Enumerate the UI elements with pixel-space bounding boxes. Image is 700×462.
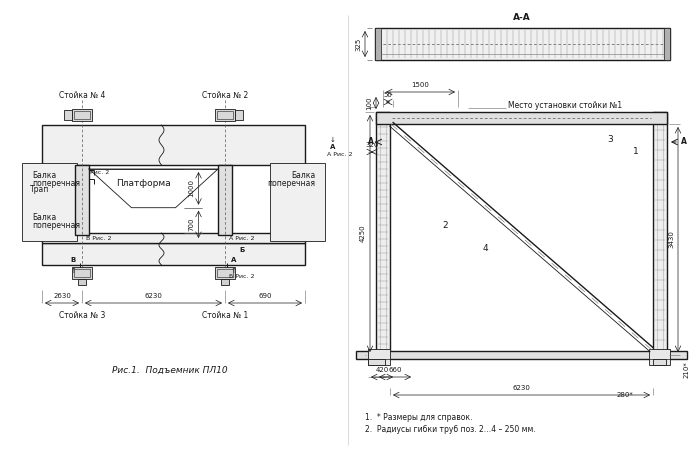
Text: 6230: 6230 (512, 385, 531, 391)
Text: 50: 50 (384, 92, 393, 98)
Text: 700: 700 (188, 218, 195, 231)
Text: 2630: 2630 (53, 293, 71, 299)
Bar (649, 349, 670, 365)
Bar (653, 359, 666, 365)
Text: 1000: 1000 (188, 179, 195, 197)
Text: Рис. 2: Рис. 2 (90, 170, 109, 176)
Text: Стойка № 4: Стойка № 4 (59, 91, 105, 99)
Text: 4: 4 (482, 244, 488, 253)
Text: ↑: ↑ (231, 268, 237, 274)
Bar (64, 110, 72, 120)
Bar (270, 163, 325, 241)
Text: 1: 1 (634, 147, 639, 157)
Bar (368, 349, 390, 365)
Text: ↓: ↓ (330, 137, 336, 143)
Text: поперечная: поперечная (32, 178, 80, 188)
Text: Стойка № 2: Стойка № 2 (202, 91, 248, 99)
Bar (42, 243, 305, 265)
Text: 280*: 280* (616, 392, 633, 398)
Text: 1500: 1500 (412, 82, 429, 88)
Text: Балка: Балка (290, 170, 315, 180)
Text: 2.  Радиусы гибки труб поз. 2…4 – 250 мм.: 2. Радиусы гибки труб поз. 2…4 – 250 мм. (365, 425, 536, 434)
Bar (218, 165, 232, 235)
Text: 2: 2 (442, 221, 448, 230)
Text: А: А (231, 257, 237, 263)
Bar (72, 267, 92, 279)
Bar (664, 28, 670, 60)
Bar (215, 109, 235, 121)
Text: 6230: 6230 (145, 293, 162, 299)
Bar (72, 109, 92, 121)
Text: А: А (681, 138, 687, 146)
Text: поперечная: поперечная (32, 221, 80, 231)
Bar (42, 233, 305, 243)
Text: Место установки стойки №1: Место установки стойки №1 (508, 102, 622, 110)
Text: Стойка № 1: Стойка № 1 (202, 310, 248, 320)
Text: А-А: А-А (513, 13, 531, 23)
Text: 3430: 3430 (668, 231, 674, 249)
Bar (375, 28, 381, 60)
Bar (22, 163, 77, 241)
Bar (221, 279, 229, 285)
Bar (215, 267, 235, 279)
Text: А: А (330, 144, 335, 150)
Text: Балка: Балка (32, 170, 56, 180)
Bar (356, 351, 687, 359)
Text: 100: 100 (366, 96, 372, 110)
Text: 3: 3 (608, 135, 613, 145)
Text: А: А (368, 138, 374, 146)
Text: 1.  * Размеры для справок.: 1. * Размеры для справок. (365, 413, 472, 422)
Text: Б: Б (239, 247, 244, 253)
Bar (217, 111, 233, 119)
Text: 320: 320 (365, 142, 379, 148)
Text: Стойка № 3: Стойка № 3 (59, 310, 105, 320)
Bar (376, 112, 390, 355)
Text: А Рис. 2: А Рис. 2 (327, 152, 353, 158)
Text: 690: 690 (258, 293, 272, 299)
Text: Платформа: Платформа (116, 180, 171, 188)
Bar (376, 112, 667, 124)
Bar (74, 269, 90, 277)
Text: А Рис. 2: А Рис. 2 (229, 237, 255, 242)
Bar (368, 359, 385, 365)
Bar (235, 110, 243, 120)
Text: Трап: Трап (30, 184, 50, 194)
Text: 4250: 4250 (360, 225, 366, 242)
Text: 420: 420 (375, 367, 389, 373)
Text: ↑: ↑ (70, 268, 76, 274)
Text: 660: 660 (389, 367, 402, 373)
Text: Б Рис. 2: Б Рис. 2 (229, 274, 255, 280)
Text: 325: 325 (355, 37, 361, 51)
Bar (375, 28, 670, 60)
Bar (217, 269, 233, 277)
Text: В: В (71, 257, 76, 263)
Bar (42, 125, 305, 165)
Text: В Рис. 2: В Рис. 2 (86, 237, 111, 242)
Text: поперечная: поперечная (267, 178, 315, 188)
Bar (78, 279, 86, 285)
Text: Балка: Балка (32, 213, 56, 223)
Bar (653, 112, 667, 355)
Text: Рис.1.  Подъемник ПЛ10: Рис.1. Подъемник ПЛ10 (112, 365, 228, 375)
Bar (74, 111, 90, 119)
Bar (75, 165, 89, 235)
Text: 210*: 210* (684, 362, 690, 378)
